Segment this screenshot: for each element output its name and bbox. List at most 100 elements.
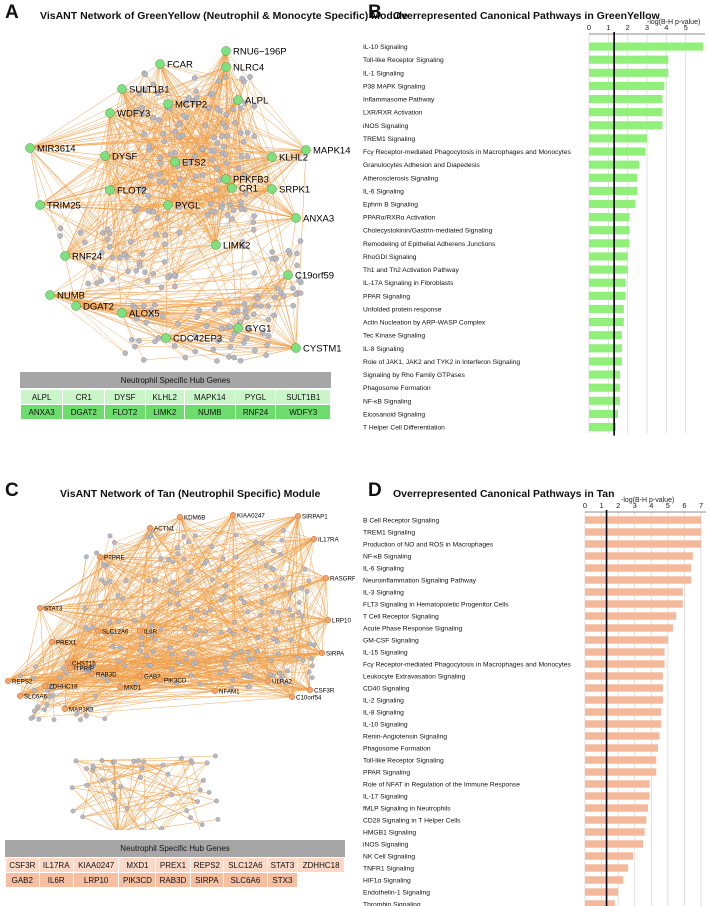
gene-node bbox=[110, 791, 116, 797]
gene-node bbox=[215, 817, 221, 822]
gene-node bbox=[112, 796, 118, 802]
gene-node bbox=[152, 577, 158, 583]
gene-node bbox=[92, 693, 98, 699]
network-edge bbox=[29, 93, 140, 149]
gene-node bbox=[143, 319, 150, 326]
network-edge bbox=[91, 619, 329, 675]
bar bbox=[585, 636, 668, 644]
gene-node bbox=[192, 533, 198, 539]
hub-node bbox=[267, 184, 277, 194]
gene-node bbox=[191, 153, 198, 160]
network-edge bbox=[75, 305, 232, 340]
gene-node bbox=[57, 225, 64, 232]
category-label: iNOS Signaling bbox=[363, 123, 409, 130]
gene-node bbox=[129, 336, 135, 343]
gene-node bbox=[102, 580, 108, 586]
gene-node bbox=[146, 578, 152, 584]
gene-node bbox=[56, 674, 62, 680]
network-edge bbox=[287, 217, 297, 276]
gene-node bbox=[249, 655, 255, 661]
hub-gene-label: MCTP2 bbox=[175, 100, 207, 111]
gene-node bbox=[208, 201, 214, 207]
x-tick-label: 2 bbox=[626, 23, 630, 32]
bar bbox=[585, 612, 677, 620]
network-edge bbox=[64, 133, 145, 257]
gene-node bbox=[288, 636, 294, 642]
bar bbox=[585, 648, 665, 656]
gene-node bbox=[107, 620, 113, 625]
network-edge bbox=[75, 161, 176, 307]
gene-node bbox=[150, 649, 156, 655]
gene-node bbox=[250, 219, 257, 225]
gene-node bbox=[209, 90, 216, 97]
network-edge bbox=[44, 641, 53, 687]
network-edge bbox=[86, 785, 128, 809]
network-edge bbox=[134, 619, 329, 622]
network-edge bbox=[99, 556, 173, 563]
hub-gene-cell: GAB2 bbox=[5, 872, 40, 888]
network-edge bbox=[51, 530, 152, 643]
gene-node bbox=[299, 585, 305, 591]
gene-node bbox=[85, 627, 91, 632]
network-edge bbox=[119, 103, 169, 258]
network-edge bbox=[19, 569, 274, 697]
category-label: Atherosclerosis Signaling bbox=[363, 175, 438, 182]
hub-node bbox=[291, 213, 301, 223]
gene-node bbox=[162, 232, 169, 238]
network-edge bbox=[151, 774, 169, 830]
hub-gene-label: RNF24 bbox=[72, 252, 102, 263]
gene-node bbox=[306, 578, 312, 584]
network-edge bbox=[214, 674, 271, 692]
gene-node bbox=[290, 285, 296, 292]
network-edge bbox=[91, 603, 171, 675]
gene-node bbox=[158, 555, 164, 561]
network-edge bbox=[99, 516, 181, 558]
bar bbox=[585, 816, 647, 824]
network-edge bbox=[69, 514, 234, 669]
gene-node bbox=[311, 642, 317, 648]
gene-node bbox=[230, 106, 236, 113]
hub-gene-label: RASGRP4 bbox=[330, 576, 355, 583]
gene-node bbox=[252, 302, 259, 309]
network-edge bbox=[161, 780, 204, 829]
hub-gene-label: ANXA3 bbox=[303, 214, 334, 225]
network-edge bbox=[174, 244, 217, 287]
network-edge bbox=[292, 305, 297, 349]
gene-node bbox=[168, 151, 174, 158]
hub-node bbox=[264, 677, 272, 685]
gene-node bbox=[204, 760, 210, 766]
category-label: Renin-Angiotensin Signaling bbox=[363, 734, 447, 741]
gene-node bbox=[158, 284, 165, 291]
gene-node bbox=[258, 303, 264, 309]
bar bbox=[585, 540, 702, 548]
network-edge bbox=[19, 695, 293, 698]
gene-node bbox=[141, 186, 147, 192]
gene-node bbox=[117, 645, 123, 650]
network-edge bbox=[69, 556, 101, 669]
network-edge bbox=[119, 680, 269, 688]
network-edge bbox=[120, 762, 193, 830]
gene-node bbox=[125, 268, 131, 275]
gene-node bbox=[184, 808, 190, 813]
bar bbox=[585, 900, 615, 906]
bar bbox=[589, 357, 622, 366]
gene-node bbox=[294, 250, 300, 257]
hub-gene-label: TRIM25 bbox=[47, 201, 81, 212]
gene-node bbox=[84, 713, 89, 719]
gene-node bbox=[139, 251, 146, 257]
network-edge bbox=[97, 542, 115, 632]
network-edge bbox=[64, 530, 284, 710]
gene-node bbox=[179, 755, 184, 761]
network-edge bbox=[139, 546, 213, 632]
network-edge bbox=[141, 760, 192, 769]
gene-node bbox=[265, 303, 272, 310]
network-edge bbox=[169, 104, 273, 158]
bar bbox=[585, 600, 683, 608]
gene-node bbox=[214, 358, 220, 364]
gene-node bbox=[203, 323, 210, 330]
category-label: HMGB1 Signaling bbox=[363, 830, 416, 837]
gene-node bbox=[107, 533, 113, 539]
network-edge bbox=[143, 761, 146, 830]
network-edge bbox=[99, 556, 141, 632]
gene-node bbox=[180, 112, 187, 119]
